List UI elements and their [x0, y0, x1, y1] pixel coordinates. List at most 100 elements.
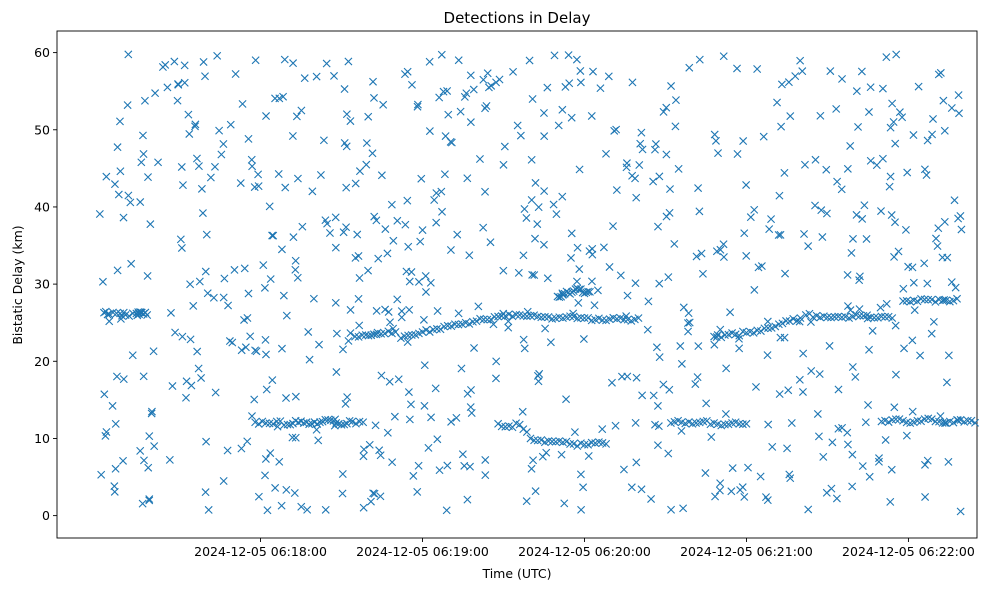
data-point — [144, 173, 152, 182]
data-point — [139, 372, 148, 381]
data-point — [340, 420, 349, 429]
data-point — [251, 56, 260, 65]
data-point — [589, 67, 597, 76]
data-point — [631, 174, 640, 183]
data-point — [864, 401, 873, 409]
data-point — [837, 313, 846, 322]
data-point — [837, 185, 846, 194]
data-point — [931, 297, 940, 306]
data-point — [260, 283, 269, 292]
data-point — [346, 305, 355, 314]
data-point — [584, 313, 593, 322]
data-point — [891, 218, 900, 227]
data-point — [576, 313, 585, 322]
data-point — [855, 305, 864, 314]
data-point — [942, 378, 951, 387]
data-point — [573, 243, 582, 252]
data-point — [924, 295, 933, 304]
data-point — [638, 145, 647, 154]
data-point — [602, 149, 610, 158]
data-point — [519, 251, 528, 260]
data-point — [509, 67, 518, 76]
data-point — [527, 155, 536, 164]
data-point — [763, 496, 772, 505]
data-point — [518, 407, 527, 416]
data-point — [184, 110, 193, 119]
data-point — [409, 471, 418, 480]
y-axis-label: Bistatic Delay (km) — [10, 225, 25, 344]
data-point — [778, 319, 787, 328]
data-point — [866, 83, 875, 92]
data-point — [244, 134, 253, 143]
data-point — [763, 317, 772, 326]
data-point — [740, 492, 749, 501]
data-point — [432, 324, 441, 333]
data-point — [777, 122, 786, 131]
data-point — [533, 220, 542, 229]
data-point — [858, 214, 867, 223]
data-point — [387, 200, 396, 209]
data-point — [351, 179, 360, 188]
data-point — [193, 347, 202, 356]
data-point — [143, 271, 152, 280]
data-point — [638, 391, 647, 400]
data-point — [465, 251, 474, 260]
data-point — [736, 486, 745, 494]
data-point — [174, 80, 183, 89]
y-axis: 0 10 20 30 40 50 60 — [34, 45, 57, 523]
data-point — [878, 84, 887, 93]
data-point — [882, 53, 891, 62]
data-point — [670, 239, 679, 248]
data-point — [588, 244, 597, 253]
data-point — [293, 174, 302, 183]
data-point — [191, 120, 200, 129]
data-point — [351, 419, 360, 428]
data-point — [934, 224, 943, 233]
data-point — [367, 331, 376, 340]
data-point — [139, 150, 148, 159]
data-point — [225, 337, 234, 346]
data-point — [791, 72, 800, 81]
data-point — [914, 82, 923, 91]
data-point — [940, 126, 949, 135]
data-point — [887, 211, 896, 220]
data-point — [773, 98, 782, 107]
data-point — [564, 51, 573, 60]
data-point — [697, 249, 706, 258]
data-point — [784, 78, 793, 87]
data-point — [289, 59, 298, 68]
data-point — [384, 327, 393, 336]
data-point — [528, 270, 537, 279]
data-point — [631, 279, 640, 288]
data-point — [768, 442, 777, 451]
data-point — [288, 433, 297, 442]
data-point — [427, 413, 436, 422]
data-point — [289, 233, 298, 242]
data-point — [486, 315, 495, 324]
data-point — [369, 489, 378, 498]
data-point — [209, 293, 218, 302]
data-point — [923, 136, 932, 145]
data-point — [275, 94, 284, 103]
data-point — [268, 231, 277, 240]
data-point — [472, 317, 481, 326]
data-point — [377, 171, 386, 180]
data-point — [685, 63, 694, 72]
data-point — [149, 347, 158, 356]
data-point — [550, 51, 559, 60]
data-point — [359, 503, 368, 512]
data-point — [604, 72, 613, 81]
data-point — [557, 450, 566, 459]
data-point — [369, 77, 377, 86]
data-point — [593, 286, 602, 295]
data-point — [576, 470, 585, 479]
data-point — [143, 310, 152, 319]
data-point — [878, 154, 887, 163]
data-point — [967, 416, 976, 425]
data-point — [180, 78, 189, 87]
data-point — [520, 204, 529, 213]
data-points — [95, 50, 980, 516]
data-point — [275, 457, 284, 466]
data-point — [191, 122, 199, 131]
data-point — [539, 240, 548, 249]
